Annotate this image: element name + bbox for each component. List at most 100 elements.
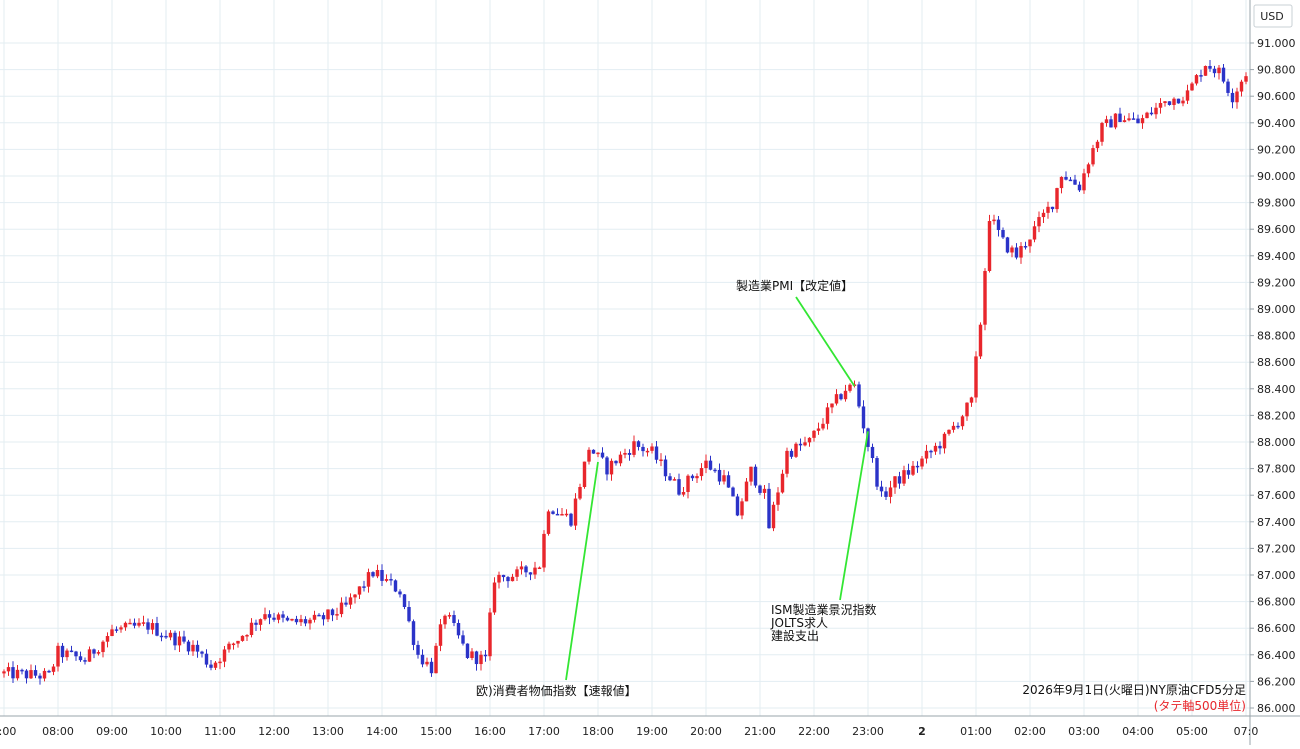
x-tick-label: 12:00 (258, 725, 290, 738)
candle-body (650, 446, 654, 451)
y-tick-label: 90.000 (1257, 170, 1296, 183)
candle-body (1131, 118, 1136, 120)
candle-body (137, 622, 141, 626)
candle-body (308, 619, 312, 624)
candle-body (1217, 67, 1221, 74)
candle-body (645, 450, 650, 453)
candle-body (555, 513, 560, 516)
candle-body (335, 614, 339, 616)
candle-body (942, 433, 947, 449)
candle-body (353, 594, 357, 598)
candle-body (344, 602, 348, 605)
candle-body (1230, 92, 1235, 103)
candle-body (434, 645, 438, 674)
candle-body (182, 636, 186, 642)
candle-body (69, 650, 74, 653)
candle-body (1235, 91, 1239, 103)
x-tick-label: 2 (918, 725, 926, 738)
y-tick-label: 86.400 (1257, 649, 1296, 662)
x-tick-label: 05:00 (1176, 725, 1208, 738)
candle-body (704, 460, 708, 469)
candle-body (357, 586, 362, 595)
candle-body (861, 406, 866, 429)
candle-body (420, 654, 425, 665)
candle-body (42, 670, 47, 679)
candle-body (992, 219, 996, 222)
candle-body (168, 632, 173, 638)
candle-body (87, 649, 92, 662)
candle-body (1104, 119, 1109, 124)
candle-body (798, 443, 803, 446)
candle-body (245, 635, 249, 637)
candle-body (375, 570, 380, 577)
candle-body (542, 533, 546, 568)
candle-body (1194, 75, 1199, 84)
x-tick-label: 09:00 (96, 725, 128, 738)
candle-body (677, 479, 681, 495)
candle-body (285, 617, 290, 621)
candle-body (726, 475, 731, 488)
candle-body (1127, 118, 1131, 121)
candle-body (969, 397, 974, 403)
candle-body (699, 468, 704, 477)
candle-body (816, 428, 821, 431)
candle-body (299, 619, 303, 623)
candle-body (159, 635, 164, 638)
candle-body (249, 622, 254, 636)
candle-body (290, 618, 294, 621)
candle-body (1244, 76, 1248, 82)
x-tick-label: 17:00 (528, 725, 560, 738)
candle-body (1172, 98, 1176, 105)
candle-body (771, 504, 776, 529)
candle-body (348, 597, 353, 605)
currency-label-box (1253, 4, 1293, 28)
candle-body (830, 403, 834, 408)
candle-body (177, 636, 182, 646)
annotation-label: 建設支出 (771, 628, 819, 643)
candle-body (938, 445, 942, 449)
candle-body (911, 465, 915, 475)
x-tick-label: 18:00 (582, 725, 614, 738)
candle-body (317, 614, 321, 617)
candle-body (1059, 176, 1064, 189)
candle-body (564, 513, 569, 516)
candle-body (114, 629, 119, 631)
annotation-label: 欧)消費者物価指数【速報値】 (476, 683, 637, 698)
x-tick-label: 02:00 (1014, 725, 1046, 738)
annotation-label: ISM製造業景況指数 (771, 602, 877, 617)
candle-body (1154, 107, 1158, 115)
candle-body (708, 460, 713, 470)
x-tick-label: 08:00 (42, 725, 74, 738)
candle-body (785, 450, 789, 474)
candle-body (1203, 65, 1208, 76)
x-tick-label: 23:00 (852, 725, 884, 738)
y-tick-label: 89.200 (1257, 276, 1296, 289)
y-tick-label: 86.000 (1257, 702, 1296, 715)
candle-body (789, 450, 794, 457)
candle-body (573, 498, 578, 526)
candle-body (267, 614, 272, 618)
candle-body (753, 466, 758, 486)
candle-body (128, 622, 132, 625)
candle-body (546, 511, 551, 534)
candle-body (920, 458, 924, 467)
y-tick-label: 90.400 (1257, 117, 1296, 130)
candle-body (411, 621, 416, 645)
candle-body (393, 580, 398, 592)
candle-body (1073, 179, 1077, 185)
candle-body (731, 487, 735, 497)
candle-body (1190, 83, 1194, 91)
candle-body (722, 475, 726, 482)
candle-body (146, 622, 150, 630)
y-tick-label: 88.800 (1257, 330, 1296, 343)
y-tick-label: 90.800 (1257, 64, 1296, 77)
candle-body (492, 582, 497, 613)
candle-body (1010, 247, 1014, 253)
candle-body (951, 425, 956, 430)
candle-body (767, 488, 771, 529)
candle-body (29, 670, 33, 679)
candle-body (569, 513, 573, 526)
candle-body (254, 622, 258, 625)
candle-body (438, 624, 443, 646)
candle-body (389, 579, 393, 581)
